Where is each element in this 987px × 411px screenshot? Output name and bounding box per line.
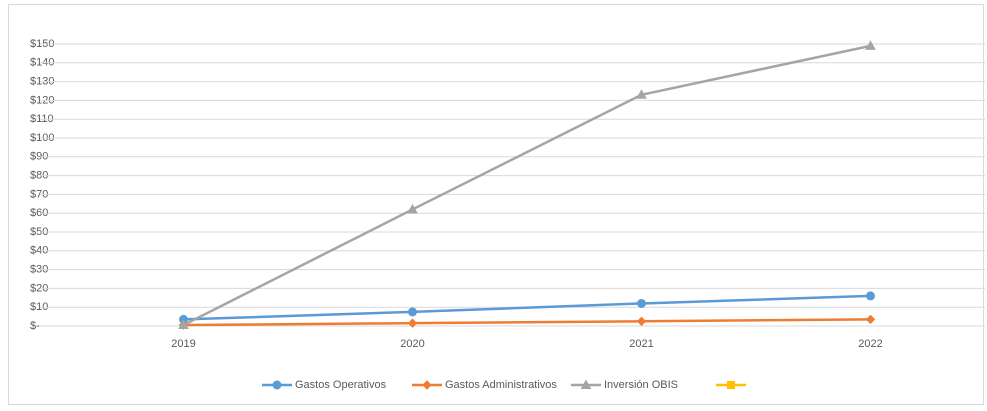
marker: [636, 89, 647, 99]
series-line: [183, 294, 871, 321]
marker: [580, 379, 592, 389]
marker: [408, 307, 417, 317]
legend-label: Inversión OBIS: [604, 379, 678, 391]
y-tick-label: $50: [30, 226, 48, 238]
x-tick-label: 2020: [400, 338, 424, 350]
x-tick-label: 2022: [858, 338, 882, 350]
chart-border: [8, 4, 984, 405]
marker: [407, 318, 418, 328]
marker: [727, 381, 735, 389]
marker: [865, 40, 876, 50]
marker: [866, 291, 875, 301]
y-tick-label: $-: [30, 320, 40, 332]
x-tick-label: 2021: [629, 338, 653, 350]
series-line: [182, 44, 871, 327]
y-tick-label: $70: [30, 188, 48, 200]
legend-label: Gastos Operativos: [295, 379, 387, 391]
y-tick-label: $90: [30, 151, 48, 163]
series-line: [183, 318, 871, 327]
marker: [637, 298, 646, 308]
y-tick-label: $10: [30, 301, 48, 313]
legend-label: Gastos Administrativos: [445, 379, 557, 391]
y-tick-label: $20: [30, 282, 48, 294]
marker: [407, 203, 418, 214]
x-tick-label: 2019: [171, 338, 195, 350]
y-tick-label: $40: [30, 245, 48, 257]
marker: [865, 314, 876, 325]
y-tick-label: $60: [30, 207, 48, 219]
y-tick-label: $30: [30, 264, 48, 276]
marker: [178, 319, 189, 330]
y-tick-label: $80: [30, 170, 48, 182]
marker: [422, 380, 432, 390]
marker: [636, 316, 647, 327]
marker: [272, 380, 282, 390]
